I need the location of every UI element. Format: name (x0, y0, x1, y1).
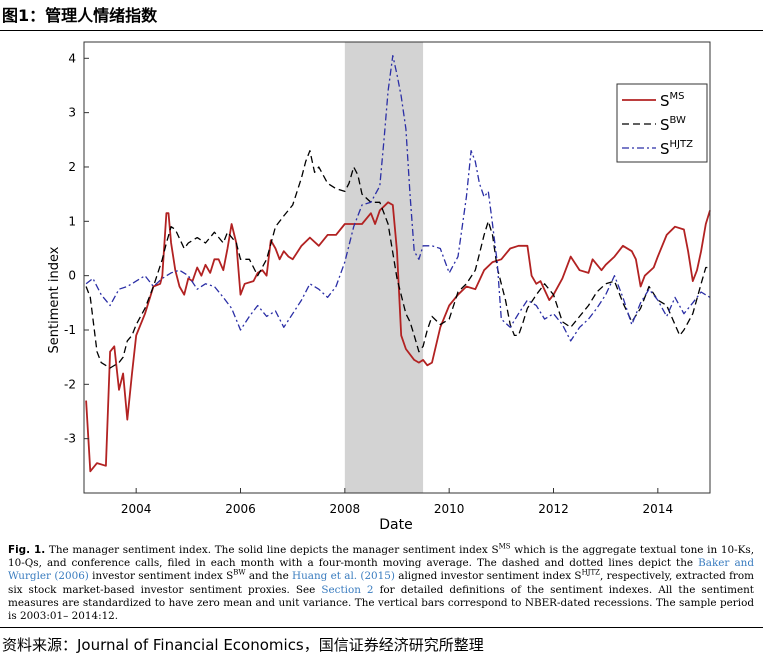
caption-text-7: for detailed definitions of the sentimen… (8, 583, 754, 623)
legend-label-hjtz: SHJTZ (660, 139, 693, 158)
caption-sup-ms: MS (498, 542, 511, 551)
caption-text-2: which is the aggregate textual tone in 1… (8, 544, 754, 570)
x-tick-label: 2010 (434, 502, 465, 516)
caption-text-6: , respectively, extracted from six stock… (8, 570, 754, 596)
y-axis-label: Sentiment index (47, 246, 62, 353)
x-ticks-layer: 2004 2006 2008 2010 2012 2014 (121, 488, 673, 516)
recession-shading (344, 42, 424, 493)
legend-label-bw: SBW (660, 115, 686, 134)
x-tick-label: 2004 (121, 502, 152, 516)
caption-text-1: The manager sentiment index. The solid l… (45, 544, 499, 556)
x-tick-label: 2014 (643, 502, 674, 516)
header-rule (0, 30, 763, 31)
x-tick-label: 2012 (538, 502, 569, 516)
x-tick-label: 2008 (330, 502, 361, 516)
source-note: 资料来源：Journal of Financial Economics，国信证券… (2, 636, 484, 654)
x-tick-label: 2006 (225, 502, 256, 516)
series-line-ms (85, 201, 711, 473)
legend-box (616, 83, 708, 163)
caption-link-baker-wurgler[interactable]: Baker and Wurgler (2006) (8, 557, 754, 583)
series-line-bw (85, 150, 710, 369)
x-axis-label: Date (379, 517, 412, 533)
caption-text-5: aligned investor sentiment index S (394, 570, 582, 583)
legend-items: SMS SBW SHJTZ (622, 91, 693, 158)
y-tick-label: 3 (68, 106, 76, 120)
caption-link-huang[interactable]: Huang et al. (2015) (292, 570, 395, 583)
footer-rule (0, 627, 763, 628)
y-tick-label: 0 (68, 269, 76, 283)
y-tick-label: -3 (64, 432, 76, 446)
caption-fig-label: Fig. 1. (8, 544, 46, 556)
caption-link-section-2[interactable]: Section 2 (321, 583, 374, 596)
shaded-regions-layer (344, 42, 424, 493)
series-line-hjtz (85, 54, 711, 342)
figure-header-title: 图1：管理人情绪指数 (2, 6, 158, 25)
plot-frame (83, 41, 711, 494)
y-tick-label: 4 (68, 51, 76, 65)
series-lines-layer (85, 54, 711, 473)
legend-label-ms: SMS (660, 91, 685, 110)
y-tick-label: 1 (68, 214, 76, 228)
caption-text-3: investor sentiment index S (88, 570, 234, 583)
y-tick-label: -2 (64, 377, 76, 391)
caption-text-4: and the (245, 570, 293, 583)
sentiment-chart: 2004 2006 2008 2010 2012 2014 -3 -2 -1 0 1 2 3 4 Dat… (47, 41, 711, 533)
legend: SMS SBW SHJTZ (616, 83, 708, 163)
figure-caption: Fig. 1. The manager sentiment index. The… (8, 542, 754, 623)
y-tick-label: -1 (64, 323, 76, 337)
caption-sup-hjtz: HJTZ (581, 568, 601, 577)
y-tick-label: 2 (68, 160, 76, 174)
y-ticks-layer: -3 -2 -1 0 1 2 3 4 (64, 51, 89, 446)
caption-sup-bw: BW (233, 568, 246, 577)
